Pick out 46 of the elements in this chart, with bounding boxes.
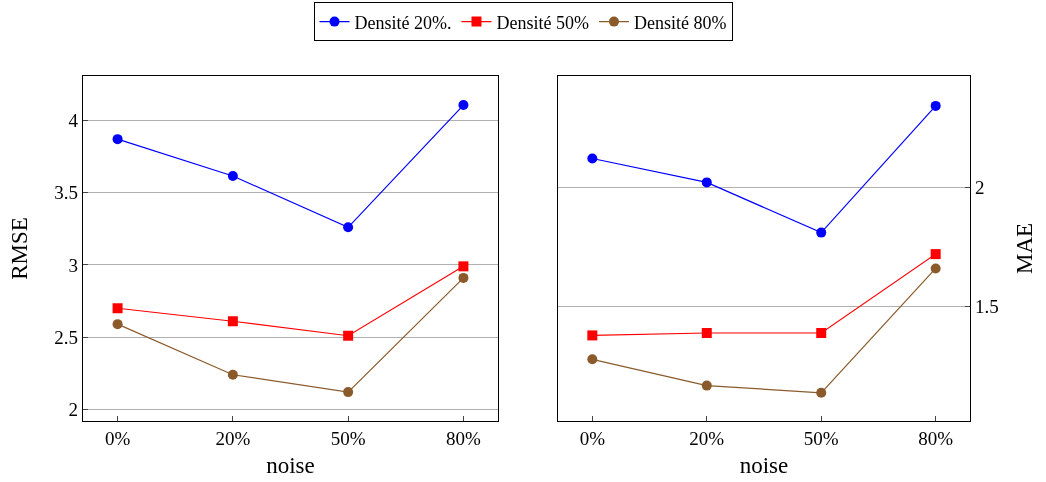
point [227,316,238,327]
point [343,387,354,398]
x-tick-label: 50% [803,428,839,449]
x-tick-label: 80% [446,428,482,449]
y2-tick-label: 2 [975,176,985,198]
y-axis-title: RMSE [6,217,32,280]
x-tick-label: 0% [579,428,606,449]
point [587,153,598,164]
x-axis-title: noise [266,452,315,478]
y-tick-label: 4 [68,110,79,132]
y2-axis-title: MAE [1012,222,1038,275]
x-tick-label: 0% [104,428,131,449]
point [587,330,598,341]
point [112,134,123,145]
y-tick-label: 2.5 [54,326,78,348]
point [587,354,598,365]
legend-label: Densité 20%. [354,12,452,33]
point [701,177,712,188]
point [227,171,238,182]
x-axis-title: noise [739,452,789,478]
point [227,369,238,380]
point [816,227,827,238]
legend-label: Densité 80% [633,12,727,33]
y-tick-label: 3.5 [54,182,78,204]
point [930,263,941,274]
x-tick-label: 50% [330,428,366,449]
point [343,222,354,233]
point [112,303,123,314]
point [112,319,123,330]
point [930,100,941,111]
point [816,328,827,339]
x-tick-label: 80% [918,428,954,449]
point [816,387,827,398]
point [458,272,469,283]
y-tick-label: 3 [68,254,78,276]
legend-label: Densité 50% [496,12,589,33]
y2-tick-label: 1.5 [975,296,999,318]
point [701,380,712,391]
point [458,261,469,272]
point [930,249,941,260]
point [458,100,469,111]
point [343,330,354,341]
x-tick-label: 20% [215,428,251,449]
x-tick-label: 20% [689,428,725,449]
point [701,328,712,339]
y-tick-label: 2 [68,399,78,421]
